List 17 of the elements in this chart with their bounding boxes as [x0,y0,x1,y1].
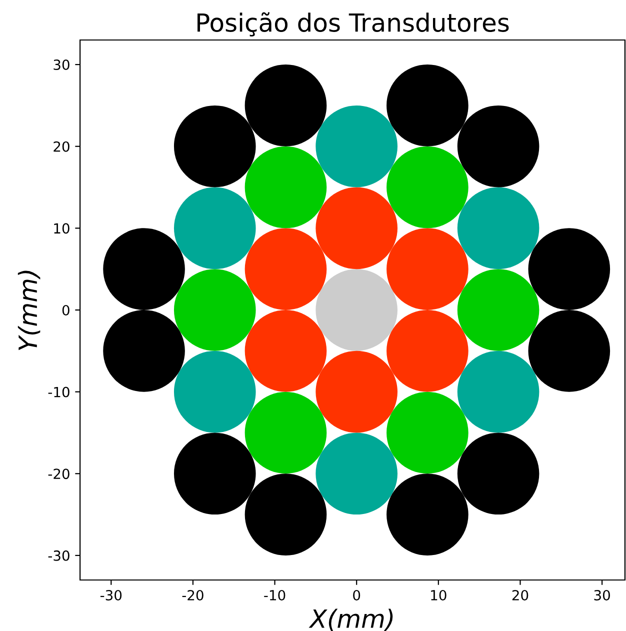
x-tick-label: 10 [431,590,446,600]
x-tick-label: 30 [594,590,610,600]
x-axis-title: X(mm) [308,608,393,631]
x-tick-label: -10 [264,590,286,600]
x-tick-label: -30 [100,590,122,600]
y-tick-label: 30 [54,60,70,70]
y-tick-label: 20 [54,141,70,152]
chart-title: Posição dos Transdutores [198,12,509,36]
y-tick-label: -30 [48,550,70,561]
y-tick-label: -10 [48,386,70,398]
x-tick-label: 20 [512,590,528,600]
x-tick-label: 0 [353,590,360,600]
y-tick-label: 10 [54,223,70,234]
y-axis-title: Y(mm) [18,270,40,350]
y-tick-label: -20 [48,468,70,480]
y-tick-label: 0 [62,304,70,316]
x-tick-label: -20 [182,590,204,600]
